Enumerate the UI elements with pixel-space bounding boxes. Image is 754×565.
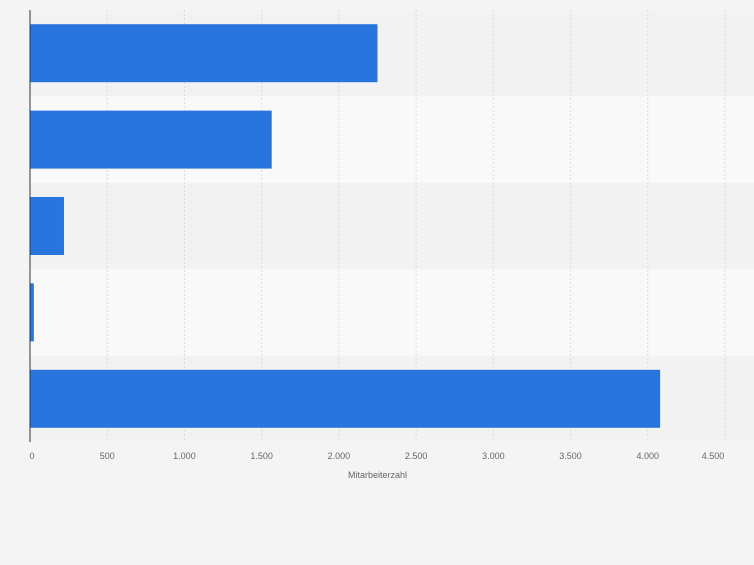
row-band-3 [30,182,754,270]
bar-3 [30,197,64,255]
bar-4 [30,283,34,342]
bar-1 [30,24,378,83]
x-axis-label: Mitarbeiterzahl [348,470,407,480]
bars [30,24,661,428]
row-band-4 [30,269,754,356]
x-tick-label: 1.000 [173,451,196,461]
bar-2 [30,110,272,169]
x-tick-label: 2.500 [405,451,428,461]
x-tick-label: 2.000 [328,451,351,461]
x-tick-label: 4.500 [702,451,725,461]
x-tick-label: 0 [29,451,34,461]
x-tick-label: 500 [100,451,115,461]
x-tick-label: 3.500 [559,451,582,461]
x-tick-labels: 0 500 1.000 1.500 2.000 2.500 3.000 3.500 4.000 4… [29,451,724,461]
x-tick-label: 4.000 [637,451,660,461]
bar-5 [30,369,661,428]
x-tick-label: 3.000 [482,451,505,461]
x-tick-label: 1.500 [250,451,273,461]
